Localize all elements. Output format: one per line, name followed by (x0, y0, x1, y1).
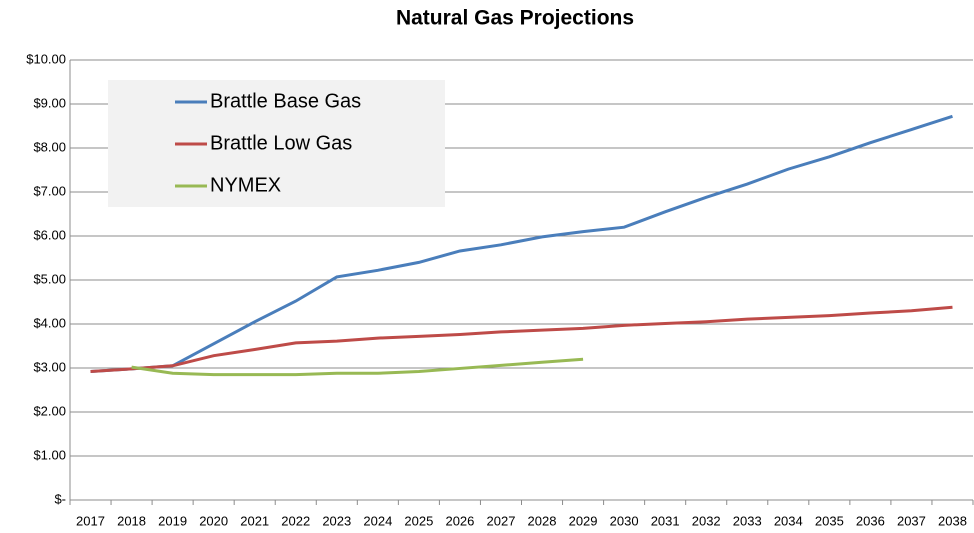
x-tick-label: 2025 (404, 513, 433, 528)
x-tick-label: 2029 (569, 513, 598, 528)
y-tick-label: $7.00 (33, 183, 66, 198)
x-tick-label: 2020 (199, 513, 228, 528)
y-tick-label: $2.00 (33, 403, 66, 418)
x-tick-label: 2019 (158, 513, 187, 528)
x-tick-label: 2035 (815, 513, 844, 528)
x-tick-label: 2022 (281, 513, 310, 528)
legend-label: Brattle Base Gas (210, 90, 361, 112)
x-tick-label: 2026 (445, 513, 474, 528)
legend-box (108, 80, 445, 207)
x-tick-label: 2033 (733, 513, 762, 528)
x-tick-label: 2028 (528, 513, 557, 528)
y-tick-label: $8.00 (33, 139, 66, 154)
y-tick-label: $9.00 (33, 95, 66, 110)
chart-title: Natural Gas Projections (396, 7, 634, 30)
x-tick-label: 2036 (856, 513, 885, 528)
x-tick-label: 2030 (610, 513, 639, 528)
x-tick-label: 2032 (692, 513, 721, 528)
x-tick-label: 2038 (938, 513, 967, 528)
legend-label: NYMEX (210, 174, 281, 196)
x-tick-label: 2018 (117, 513, 146, 528)
x-tick-label: 2037 (897, 513, 926, 528)
series-line (131, 357, 584, 377)
y-tick-label: $4.00 (33, 315, 66, 330)
x-tick-label: 2024 (363, 513, 392, 528)
x-tick-label: 2023 (322, 513, 351, 528)
legend-label: Brattle Low Gas (210, 132, 352, 154)
x-tick-label: 2027 (487, 513, 516, 528)
y-tick-label: $1.00 (33, 447, 66, 462)
y-tick-label: $6.00 (33, 227, 66, 242)
x-tick-label: 2021 (240, 513, 269, 528)
x-tick-label: 2017 (76, 513, 105, 528)
series-line (90, 114, 953, 374)
y-tick-label: $10.00 (26, 51, 66, 66)
x-tick-label: 2031 (651, 513, 680, 528)
series-line (90, 305, 953, 374)
y-tick-label: $5.00 (33, 271, 66, 286)
y-tick-label: $3.00 (33, 359, 66, 374)
y-tick-label: $- (54, 491, 66, 506)
x-tick-label: 2034 (774, 513, 803, 528)
